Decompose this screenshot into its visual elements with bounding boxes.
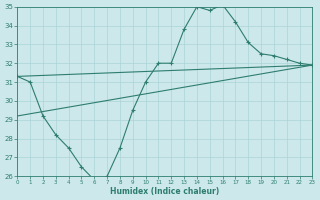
X-axis label: Humidex (Indice chaleur): Humidex (Indice chaleur): [110, 187, 220, 196]
